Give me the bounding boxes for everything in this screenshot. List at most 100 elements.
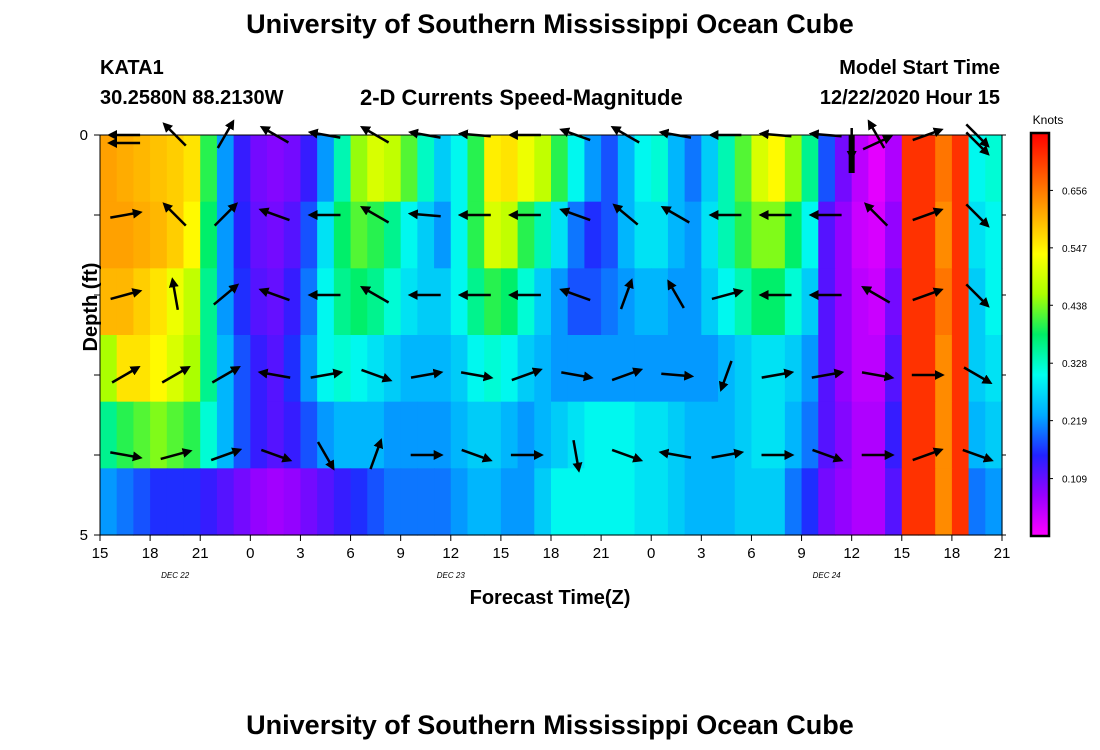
heatmap-cell: [651, 401, 669, 469]
heatmap-cell: [200, 468, 218, 536]
heatmap-cell: [200, 335, 218, 403]
heatmap-cell: [968, 201, 986, 269]
heatmap-cell: [333, 268, 352, 336]
heatmap-cell: [500, 135, 519, 203]
heatmap-cell: [784, 401, 803, 469]
heatmap-cell: [634, 135, 652, 203]
heatmap-cell: [183, 401, 201, 469]
current-vector: [711, 288, 744, 301]
heatmap-cell: [885, 268, 903, 336]
heatmap-cell: [801, 135, 819, 203]
heatmap-cell: [818, 201, 836, 269]
heatmap-cell: [801, 268, 819, 336]
current-vector: [110, 208, 143, 219]
heatmap-cell: [601, 335, 619, 403]
heatmap-cell: [317, 468, 335, 536]
heatmap-cell: [216, 268, 235, 336]
heatmap-cell: [985, 468, 1003, 536]
heatmap-cell: [417, 201, 435, 269]
heatmap-cell: [584, 335, 602, 403]
current-vector: [161, 366, 191, 384]
heatmap-cell: [885, 135, 903, 203]
current-vector: [461, 448, 493, 463]
heatmap-cell: [751, 335, 769, 403]
heatmap-cell: [383, 201, 402, 269]
x-tick-label: 12: [442, 545, 459, 562]
current-vector: [561, 371, 594, 382]
heatmap-cell: [267, 335, 285, 403]
heatmap-cell: [818, 335, 836, 403]
heatmap-cell: [116, 135, 134, 203]
current-vector: [861, 286, 891, 304]
x-tick-label: 0: [647, 545, 655, 562]
heatmap-cell: [551, 135, 569, 203]
heatmap-cell: [567, 468, 585, 536]
heatmap-cell: [868, 201, 886, 269]
current-vector: [811, 368, 845, 379]
heatmap-cell: [484, 468, 502, 536]
heatmap-cell: [317, 201, 335, 269]
heatmap-cell: [517, 201, 535, 269]
heatmap-cell: [868, 268, 886, 336]
x-tick-label: 21: [192, 545, 209, 562]
current-vector: [310, 368, 344, 379]
heatmap-cell: [367, 268, 385, 336]
heatmap-cell: [116, 201, 134, 269]
current-vector: [963, 366, 993, 385]
heatmap-cell: [534, 268, 552, 336]
heatmap-cell: [417, 335, 435, 403]
heatmap-cell: [517, 401, 535, 469]
heatmap-cell: [851, 268, 869, 336]
heatmap-cell: [383, 268, 402, 336]
heatmap-cell: [300, 335, 318, 403]
heatmap-cell: [517, 335, 535, 403]
heatmap-cell: [434, 201, 452, 269]
heatmap-cell: [450, 135, 469, 203]
heatmap-cell: [434, 135, 452, 203]
x-tick-label: 6: [346, 545, 354, 562]
heatmap-cell: [801, 335, 819, 403]
heatmap-cell: [718, 468, 736, 536]
heatmap-cell: [551, 468, 569, 536]
current-vector: [619, 278, 634, 310]
current-vector: [213, 202, 239, 227]
heatmap-cell: [300, 468, 318, 536]
heatmap-cell: [133, 135, 151, 203]
heatmap-cell: [400, 401, 418, 469]
x-tick-label: 9: [396, 545, 404, 562]
heatmap-cell: [551, 335, 569, 403]
heatmap-cell: [317, 335, 335, 403]
heatmap-cell: [834, 401, 853, 469]
heatmap-cell: [734, 335, 753, 403]
heatmap-cell: [200, 135, 218, 203]
heatmap-cell: [551, 401, 569, 469]
heatmap-cell: [367, 468, 385, 536]
heatmap-cell: [901, 335, 920, 403]
heatmap-cell: [200, 268, 218, 336]
heatmap-cell: [601, 201, 619, 269]
heatmap-cell: [166, 335, 185, 403]
heatmap-cell: [734, 201, 753, 269]
x-tick-label: 21: [593, 545, 610, 562]
current-vector: [912, 447, 944, 462]
heatmap-cell: [851, 335, 869, 403]
heatmap-cell: [601, 468, 619, 536]
heatmap-cell: [985, 201, 1003, 269]
heatmap-cell: [701, 401, 719, 469]
station-id: KATA1: [100, 57, 164, 79]
heatmap-cell: [133, 401, 151, 469]
heatmap-cell: [250, 335, 268, 403]
heatmap-cell: [851, 201, 869, 269]
heatmap-cell: [216, 135, 235, 203]
heatmap-cell: [350, 201, 368, 269]
heatmap-cell: [784, 468, 803, 536]
current-vector: [658, 448, 692, 459]
heatmap-cell: [467, 335, 485, 403]
current-vector: [316, 441, 335, 471]
date-label: DEC 22: [161, 571, 190, 580]
heatmap-cell: [951, 335, 970, 403]
colorbar-tick-label: 0.328: [1062, 359, 1087, 370]
heatmap-cell: [985, 268, 1003, 336]
heatmap-cell: [951, 401, 970, 469]
